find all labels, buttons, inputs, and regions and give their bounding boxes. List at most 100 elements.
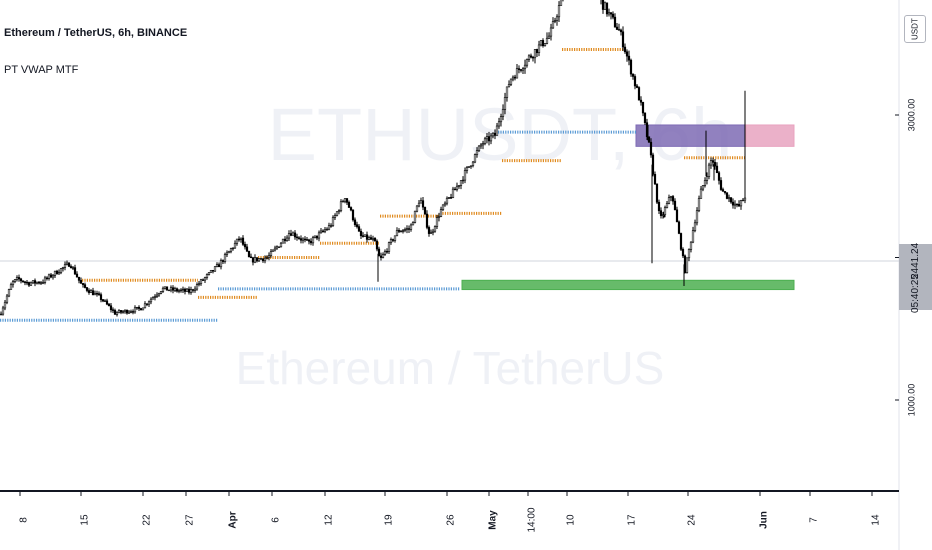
candle-body bbox=[549, 27, 553, 37]
candle-body bbox=[333, 215, 337, 218]
candle-body bbox=[695, 210, 699, 224]
candle-body bbox=[297, 237, 301, 239]
candle-body bbox=[239, 237, 243, 240]
candle-body bbox=[743, 197, 747, 201]
candle-body bbox=[729, 197, 733, 203]
candle-body bbox=[681, 249, 685, 257]
candle-body bbox=[211, 269, 215, 272]
candle-body bbox=[195, 284, 199, 290]
candle-body bbox=[553, 20, 557, 22]
candle-body bbox=[49, 274, 53, 278]
candle-body bbox=[715, 165, 719, 174]
time-tick-label: 6 bbox=[271, 517, 282, 523]
candle-body bbox=[687, 249, 691, 259]
currency-badge[interactable]: USDT bbox=[904, 15, 926, 43]
candle-body bbox=[151, 297, 155, 300]
price-tick-label: 1000.00 bbox=[906, 384, 916, 417]
candle-body bbox=[65, 262, 69, 265]
candle-body bbox=[433, 226, 437, 232]
candle-body bbox=[285, 237, 289, 241]
candle-body bbox=[235, 238, 239, 244]
candle-body bbox=[541, 40, 545, 47]
candle-body bbox=[679, 233, 683, 250]
candle-body bbox=[621, 31, 625, 48]
time-tick-label: 19 bbox=[384, 514, 395, 526]
candle-body bbox=[249, 256, 253, 259]
symbol-title[interactable]: Ethereum / TetherUS, 6h, BINANCE bbox=[4, 27, 188, 39]
time-tick-label: Jun bbox=[759, 511, 770, 529]
candle-body bbox=[623, 46, 627, 53]
candle-body bbox=[451, 188, 455, 198]
candle-body bbox=[17, 277, 21, 280]
candle-body bbox=[493, 132, 497, 136]
candle-body bbox=[9, 284, 13, 290]
candle-body bbox=[43, 277, 47, 283]
candle-body bbox=[79, 280, 83, 284]
price-tick-label: 3000.00 bbox=[906, 99, 916, 132]
candle-body bbox=[617, 29, 621, 31]
candle-body bbox=[531, 56, 535, 59]
candle-body bbox=[447, 197, 451, 199]
candle-body bbox=[261, 258, 265, 262]
candle-body bbox=[135, 306, 139, 309]
candle-body bbox=[185, 288, 189, 292]
candle-body bbox=[529, 55, 533, 58]
candle-body bbox=[505, 86, 509, 98]
candle-body bbox=[129, 311, 133, 313]
candle-body bbox=[53, 270, 57, 276]
candle-body bbox=[707, 164, 711, 177]
candle-body bbox=[263, 257, 267, 262]
candle-body bbox=[615, 26, 619, 30]
candles bbox=[0, 0, 747, 317]
candle-body bbox=[603, 2, 607, 10]
candle-body bbox=[173, 288, 177, 291]
candle-body bbox=[387, 242, 391, 252]
candle-body bbox=[511, 76, 515, 80]
candle-body bbox=[287, 233, 291, 239]
candle-body bbox=[625, 51, 629, 57]
candle-body bbox=[189, 289, 193, 293]
candle-body bbox=[59, 268, 63, 273]
candle-body bbox=[159, 291, 163, 294]
candle-body bbox=[267, 255, 271, 258]
candle-body bbox=[215, 264, 219, 268]
candle-body bbox=[611, 13, 615, 18]
indicator-name[interactable]: PT VWAP MTF bbox=[4, 64, 79, 76]
candle-body bbox=[5, 295, 9, 303]
candle-body bbox=[145, 303, 149, 305]
candle-body bbox=[41, 282, 45, 284]
candle-body bbox=[299, 238, 303, 241]
candle-body bbox=[325, 228, 329, 231]
candle-body bbox=[557, 5, 561, 18]
candle-body bbox=[221, 260, 225, 262]
candle-body bbox=[19, 278, 23, 282]
candle-body bbox=[295, 236, 299, 239]
candle-body bbox=[7, 289, 11, 297]
candle-body bbox=[439, 209, 443, 217]
candle-body bbox=[405, 228, 409, 230]
candle-body bbox=[399, 230, 403, 233]
candle-body bbox=[21, 280, 25, 283]
candle-body bbox=[23, 281, 27, 283]
candle-body bbox=[167, 289, 171, 292]
candle-body bbox=[37, 281, 41, 284]
sr-zone bbox=[635, 124, 747, 147]
candle-body bbox=[543, 42, 547, 47]
candle-body bbox=[393, 235, 397, 241]
candle-body bbox=[373, 237, 377, 242]
time-tick-label: 10 bbox=[566, 514, 577, 526]
candle-body bbox=[311, 237, 315, 244]
candle-body bbox=[431, 230, 435, 233]
candle-body bbox=[13, 279, 17, 282]
candle-body bbox=[509, 78, 513, 85]
time-axis[interactable]: 8 15 22 27 Apr 6 12 19 26 May 14:00 10 17 24 Jun 7 14 bbox=[19, 491, 882, 533]
candle-body bbox=[427, 227, 431, 234]
candle-body bbox=[469, 165, 473, 167]
candle-body bbox=[141, 307, 145, 311]
candle-body bbox=[217, 264, 221, 268]
candle-body bbox=[371, 237, 375, 240]
candle-body bbox=[423, 206, 427, 215]
candle-body bbox=[401, 230, 405, 232]
